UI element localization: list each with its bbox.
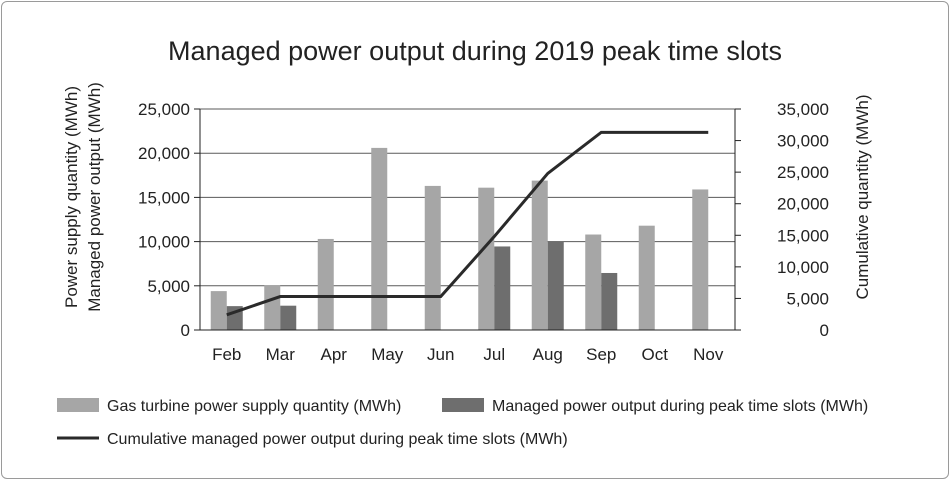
legend-label-cumulative: Cumulative managed power output during p… [107, 431, 568, 448]
right-tick-label: 25,000 [777, 163, 829, 182]
left-tick-label: 20,000 [138, 144, 190, 163]
bar-gas-turbine-oct [638, 225, 655, 330]
right-tick-label: 5,000 [786, 289, 829, 308]
bar-managed-output-mar [280, 305, 297, 330]
x-tick-label-jun: Jun [427, 345, 454, 364]
x-axis-ticks: Feb Mar Apr May Jun Jul Aug Sep Oct Nov [212, 345, 724, 364]
cumulative-line [226, 130, 709, 317]
left-tick-label: 10,000 [138, 233, 190, 252]
left-axis-label-line-1: Power supply quantity (MWh) [62, 86, 81, 308]
bar-gas-turbine-aug [531, 180, 548, 330]
x-tick-label-mar: Mar [266, 345, 296, 364]
right-tick-label: 10,000 [777, 258, 829, 277]
legend-swatch-managed-output [442, 398, 484, 412]
bar-gas-turbine-apr [317, 238, 334, 330]
x-tick-label-jul: Jul [483, 345, 505, 364]
bar-managed-output-sep [601, 272, 618, 330]
cumulative-line-group [226, 130, 709, 317]
left-axis-label-line-2: Managed power output (MWh) [85, 82, 104, 312]
x-tick-label-oct: Oct [642, 345, 669, 364]
legend-swatch-gas-turbine [57, 398, 99, 412]
right-tick-label: 15,000 [777, 226, 829, 245]
bar-gas-turbine-jul [478, 187, 495, 330]
bar-gas-turbine-sep [585, 234, 602, 330]
bar-gas-turbine-nov [692, 189, 709, 330]
left-tick-label: 25,000 [138, 100, 190, 119]
right-tick-label: 0 [820, 321, 829, 340]
left-axis-ticks: 0 5,000 10,000 15,000 20,000 25,000 [138, 100, 200, 340]
left-tick-label: 15,000 [138, 188, 190, 207]
bar-managed-output-aug [547, 241, 564, 330]
bar-managed-output-jul [494, 246, 511, 330]
right-tick-label: 30,000 [777, 132, 829, 151]
x-tick-label-may: May [371, 345, 404, 364]
bar-gas-turbine-mar [264, 285, 281, 330]
left-tick-label: 0 [181, 321, 190, 340]
left-tick-label: 5,000 [147, 277, 190, 296]
bar-gas-turbine-may [371, 147, 388, 330]
bar-gas-turbine-feb [210, 291, 227, 330]
legend-label-managed-output: Managed power output during peak time sl… [492, 398, 868, 415]
bars-group [210, 147, 709, 330]
axes-group [199, 109, 736, 331]
right-tick-label: 35,000 [777, 100, 829, 119]
right-tick-label: 20,000 [777, 195, 829, 214]
x-tick-label-sep: Sep [586, 345, 616, 364]
legend-label-gas-turbine: Gas turbine power supply quantity (MWh) [107, 398, 401, 415]
right-axis-label: Cumulative quantity (MWh) [853, 94, 872, 299]
x-tick-label-nov: Nov [693, 345, 724, 364]
right-axis-ticks: 0 5,000 10,000 15,000 20,000 25,000 30,000 35,0… [735, 100, 829, 340]
x-tick-label-feb: Feb [212, 345, 241, 364]
chart-title: Managed power output during 2019 peak ti… [168, 36, 782, 66]
bar-gas-turbine-jun [424, 185, 441, 330]
x-tick-label-aug: Aug [533, 345, 563, 364]
legend: Gas turbine power supply quantity (MWh) … [57, 398, 868, 448]
x-tick-label-apr: Apr [321, 345, 348, 364]
